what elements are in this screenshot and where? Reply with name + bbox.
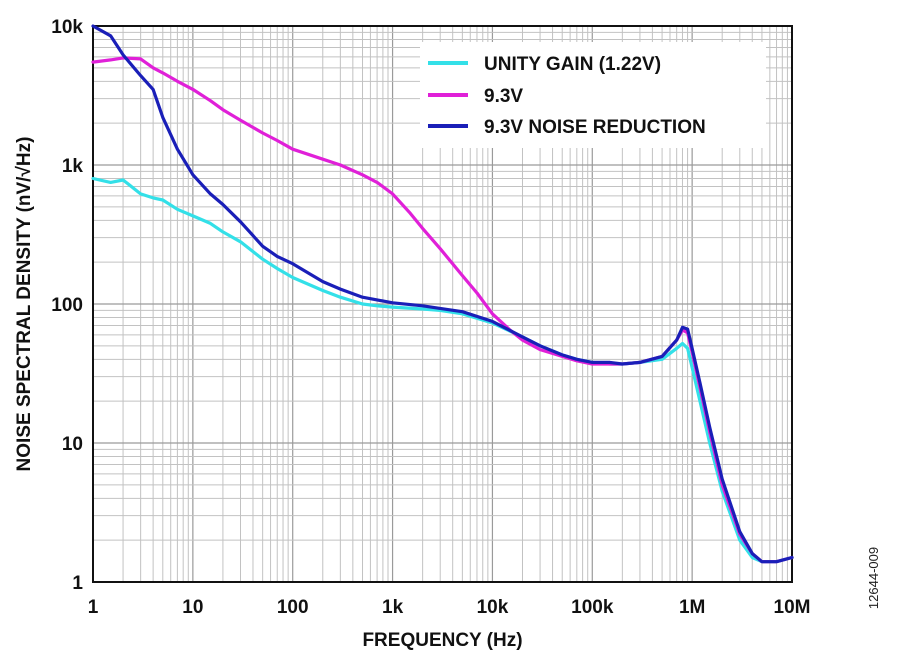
x-tick-labels: 1 10 100 1k 10k 100k 1M 10M xyxy=(88,597,811,618)
x-tick-label: 10 xyxy=(182,597,203,618)
legend-label-9-3v-noise-reduction: 9.3V NOISE REDUCTION xyxy=(484,117,706,138)
x-tick-label: 1 xyxy=(88,597,99,618)
figure-id: 12644-009 xyxy=(866,547,881,609)
y-tick-label: 10k xyxy=(51,17,83,38)
legend: UNITY GAIN (1.22V) 9.3V 9.3V NOISE REDUC… xyxy=(420,42,766,148)
x-tick-label: 10M xyxy=(774,597,811,618)
legend-label-unity-gain: UNITY GAIN (1.22V) xyxy=(484,54,661,75)
series-layer xyxy=(91,24,794,564)
y-tick-label: 100 xyxy=(51,295,83,316)
series-line-0 xyxy=(91,176,794,564)
plot-border xyxy=(92,25,793,583)
x-tick-label: 1M xyxy=(679,597,705,618)
y-axis-label: NOISE SPECTRAL DENSITY (nV/√Hz) xyxy=(14,137,35,472)
y-tick-label: 1 xyxy=(72,573,83,594)
legend-background xyxy=(420,42,766,148)
legend-label-9-3v: 9.3V xyxy=(484,86,523,107)
x-axis-label: FREQUENCY (Hz) xyxy=(362,630,522,651)
y-tick-labels: 1 10 100 1k 10k xyxy=(51,17,83,594)
y-tick-label: 1k xyxy=(62,156,84,177)
series-line-2 xyxy=(91,24,794,564)
y-tick-label: 10 xyxy=(62,434,83,455)
x-tick-label: 10k xyxy=(477,597,509,618)
x-tick-label: 1k xyxy=(382,597,404,618)
x-tick-label: 100k xyxy=(571,597,614,618)
x-tick-label: 100 xyxy=(277,597,309,618)
